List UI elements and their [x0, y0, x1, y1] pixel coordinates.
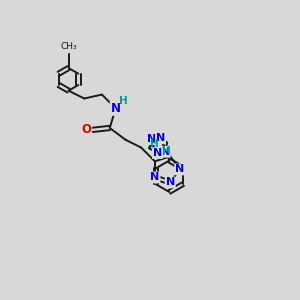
Text: CH₃: CH₃ — [60, 42, 77, 51]
Text: N: N — [111, 102, 121, 115]
Text: N: N — [175, 164, 184, 174]
Text: N: N — [166, 178, 175, 188]
Text: N: N — [160, 147, 170, 157]
Text: N: N — [150, 172, 160, 182]
Text: H: H — [162, 146, 171, 156]
Text: H: H — [150, 139, 159, 149]
Text: N: N — [153, 148, 162, 158]
Text: N: N — [147, 134, 156, 144]
Text: H: H — [119, 97, 128, 106]
Text: N: N — [156, 133, 165, 143]
Text: O: O — [81, 123, 91, 136]
